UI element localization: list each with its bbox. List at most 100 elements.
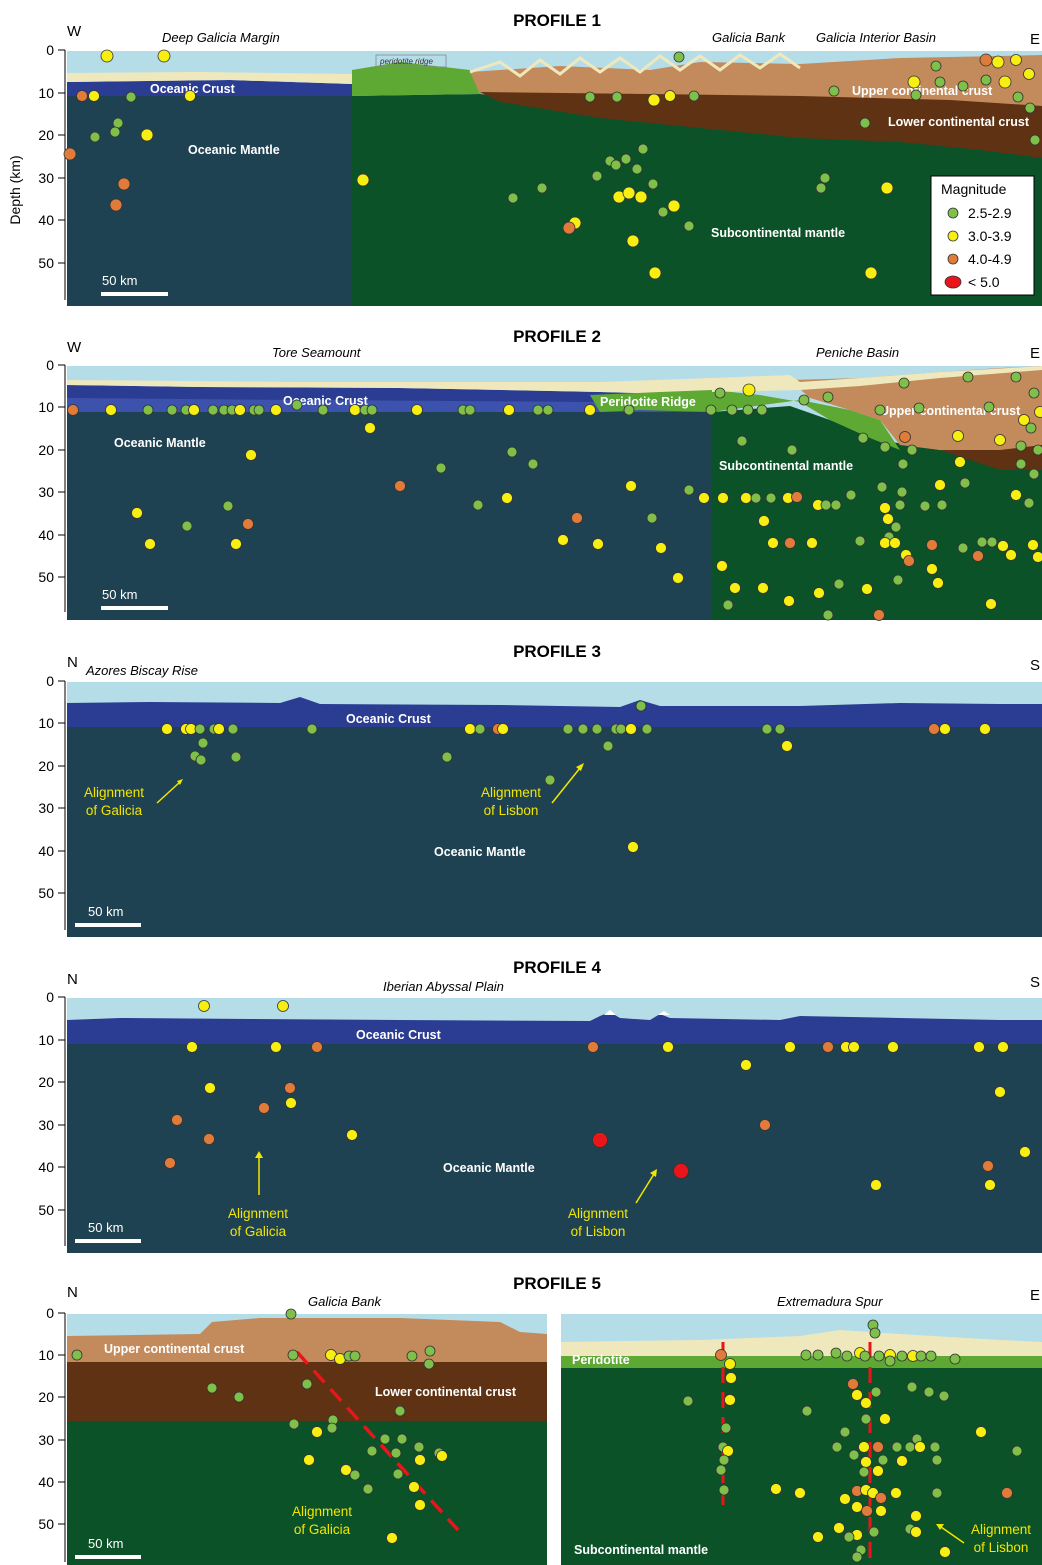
label-oceanic-mantle: Oceanic Mantle: [434, 845, 526, 859]
profile-3-events: [161, 700, 991, 853]
profile-3-right-direction: S: [1030, 657, 1040, 674]
svg-text:50: 50: [38, 569, 54, 585]
svg-text:10: 10: [38, 85, 54, 101]
region-tore-seamount: Tore Seamount: [272, 345, 362, 360]
svg-text:of Galicia: of Galicia: [86, 803, 143, 818]
profile-4-title: PROFILE 4: [513, 958, 601, 977]
svg-text:50 km: 50 km: [88, 904, 123, 919]
region-azores-biscay-rise: Azores Biscay Rise: [85, 663, 198, 678]
upper-continental-crust: [790, 366, 1042, 470]
svg-text:30: 30: [38, 800, 54, 816]
profile-5-title: PROFILE 5: [513, 1274, 601, 1293]
profile-3: PROFILE 3 N S Azores Biscay Rise 0 10 20…: [38, 642, 1042, 937]
profile-5-events: [71, 1308, 1023, 1563]
profile-5: PROFILE 5 N E Galicia Bank Extremadura S…: [38, 1274, 1042, 1565]
profile-4: PROFILE 4 N S Iberian Abyssal Plain 0 10…: [38, 958, 1042, 1253]
legend-item-2: 3.0-3.9: [968, 228, 1012, 244]
region-galicia-bank: Galicia Bank: [712, 30, 786, 45]
svg-text:0: 0: [46, 989, 54, 1005]
region-iberian-abyssal-plain: Iberian Abyssal Plain: [383, 979, 504, 994]
region-peniche-basin: Peniche Basin: [816, 345, 899, 360]
label-upper-continental-crust: Upper continental crust: [104, 1342, 245, 1356]
svg-text:20: 20: [38, 1389, 54, 1405]
legend-item-4: < 5.0: [968, 274, 1000, 290]
region-deep-galicia-margin: Deep Galicia Margin: [162, 30, 280, 45]
svg-text:Alignment: Alignment: [481, 785, 541, 800]
profile-5-scale-bar: 50 km: [75, 1536, 141, 1559]
profile-4-left-direction: N: [67, 971, 78, 988]
legend-yellow-marker: [947, 230, 959, 242]
svg-text:Alignment: Alignment: [84, 785, 144, 800]
svg-text:50: 50: [38, 885, 54, 901]
label-peridotite: Peridotite: [572, 1353, 630, 1367]
oceanic-crust: [67, 1012, 1042, 1044]
profile-2-scale-bar: 50 km: [101, 587, 168, 610]
svg-text:40: 40: [38, 1159, 54, 1175]
label-lower-continental-crust: Lower continental crust: [888, 115, 1030, 129]
svg-text:of Lisbon: of Lisbon: [571, 1224, 626, 1239]
svg-text:40: 40: [38, 527, 54, 543]
profile-3-title: PROFILE 3: [513, 642, 601, 661]
svg-text:30: 30: [38, 170, 54, 186]
svg-text:30: 30: [38, 1432, 54, 1448]
subcontinental-mantle: [67, 1421, 547, 1565]
svg-text:of Galicia: of Galicia: [230, 1224, 287, 1239]
profile-1: PROFILE 1 W E Deep Galicia Margin Galici…: [7, 11, 1042, 306]
alignment-of-lisbon-annotation: Alignment of Lisbon: [936, 1522, 1031, 1555]
oceanic-mantle: [67, 412, 712, 620]
legend-green-marker: [947, 207, 959, 219]
label-lower-continental-crust: Lower continental crust: [375, 1385, 517, 1399]
svg-text:20: 20: [38, 758, 54, 774]
label-peridotite-ridge: Peridotite Ridge: [600, 395, 696, 409]
svg-text:Alignment: Alignment: [292, 1504, 352, 1519]
label-oceanic-crust: Oceanic Crust: [346, 712, 432, 726]
svg-text:30: 30: [38, 1117, 54, 1133]
svg-text:40: 40: [38, 843, 54, 859]
peridotite-ridge: [352, 62, 480, 96]
svg-text:20: 20: [38, 127, 54, 143]
y-axis-label: Depth (km): [7, 155, 23, 224]
region-extremadura-spur: Extremadura Spur: [777, 1294, 883, 1309]
profile-2-left-direction: W: [67, 339, 82, 356]
oceanic-crust: [67, 80, 352, 96]
label-upper-continental-crust: Upper continental crust: [880, 404, 1021, 418]
profile-5-right-direction: E: [1030, 1287, 1040, 1304]
svg-text:30: 30: [38, 484, 54, 500]
svg-text:0: 0: [46, 42, 54, 58]
svg-text:0: 0: [46, 1305, 54, 1321]
label-subcontinental-mantle: Subcontinental mantle: [574, 1543, 708, 1557]
svg-text:10: 10: [38, 1032, 54, 1048]
lower-continental-crust: [480, 92, 1042, 158]
svg-text:10: 10: [38, 715, 54, 731]
profile-2: PROFILE 2 W E Tore Seamount Peniche Basi…: [38, 327, 1042, 621]
svg-text:0: 0: [46, 673, 54, 689]
region-galicia-interior-basin: Galicia Interior Basin: [816, 30, 936, 45]
profile-5-left-direction: N: [67, 1284, 78, 1301]
svg-text:50: 50: [38, 1516, 54, 1532]
svg-text:Alignment: Alignment: [228, 1206, 288, 1221]
alignment-of-galicia-annotation: Alignment of Galicia: [228, 1151, 288, 1239]
svg-text:50 km: 50 km: [88, 1536, 123, 1551]
profile-5-depth-axis: 0 10 20 30 40 50: [38, 1305, 66, 1562]
label-oceanic-crust: Oceanic Crust: [283, 394, 369, 408]
profile-4-scale-bar: 50 km: [75, 1220, 141, 1243]
svg-text:of Lisbon: of Lisbon: [974, 1540, 1029, 1555]
svg-text:0: 0: [46, 357, 54, 373]
svg-text:50 km: 50 km: [102, 587, 137, 602]
alignment-of-lisbon-annotation: Alignment of Lisbon: [481, 763, 584, 818]
svg-text:of Galicia: of Galicia: [294, 1522, 351, 1537]
profile-1-depth-axis: 0 10 20 30 40 50: [38, 42, 66, 300]
legend-red-marker: [944, 275, 962, 289]
svg-text:of Lisbon: of Lisbon: [484, 803, 539, 818]
alignment-of-galicia-annotation: Alignment of Galicia: [84, 779, 183, 818]
oceanic-mantle: [67, 727, 1042, 937]
magnitude-legend: Magnitude 2.5-2.9 3.0-3.9 4.0-4.9 < 5.0: [930, 175, 1035, 296]
label-oceanic-crust: Oceanic Crust: [150, 82, 236, 96]
oceanic-mantle: [67, 1044, 1042, 1253]
legend-orange-marker: [947, 253, 959, 265]
profile-2-events: [67, 371, 1042, 621]
profile-3-left-direction: N: [67, 654, 78, 671]
profile-1-events: [63, 49, 1041, 280]
oceanic-crust: [67, 697, 1042, 727]
